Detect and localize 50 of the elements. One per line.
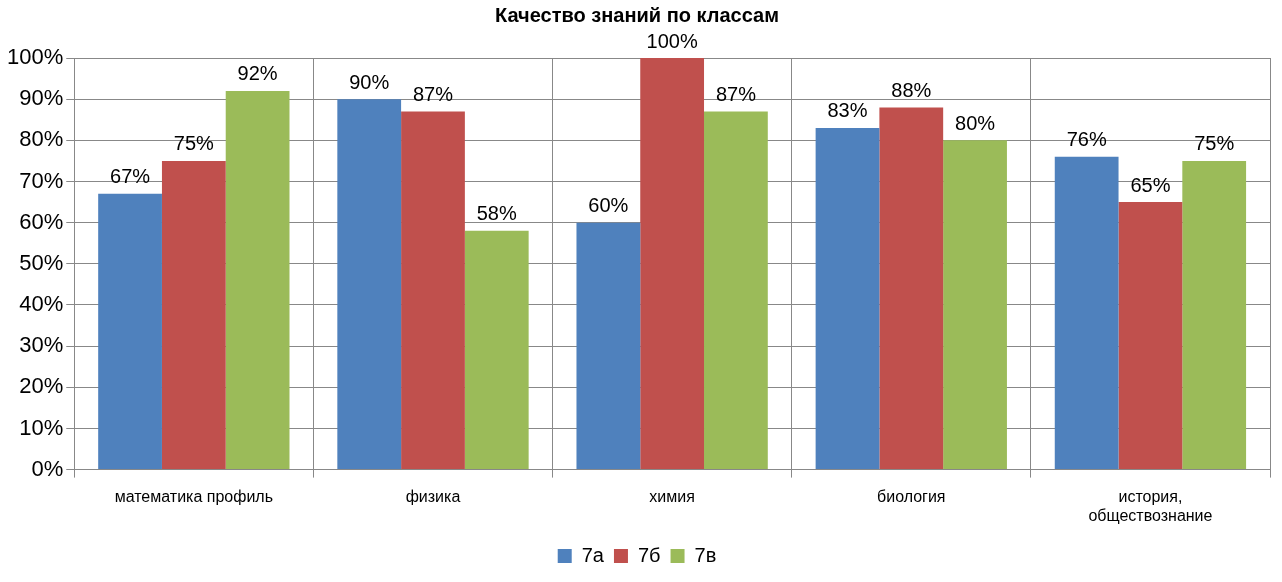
chart-title: Качество знаний по классам [495,3,779,26]
legend-label: 7в [694,543,717,566]
y-tick-label: 40% [19,291,64,317]
bar [1054,156,1119,470]
bar [1118,202,1183,470]
data-label: 67% [110,165,151,188]
bar [225,90,290,470]
data-label: 58% [476,202,517,225]
bar [815,127,880,470]
data-label: 88% [891,78,932,101]
y-tick-label: 20% [19,373,64,399]
x-tick-label: история, обществознание [1088,487,1213,524]
data-label: 92% [237,62,278,85]
y-tick-label: 30% [19,332,64,358]
data-label: 83% [827,99,868,122]
bar [161,160,226,470]
x-tick-label: математика профиль [114,487,274,505]
data-label: 87% [715,83,757,106]
y-tick-label: 60% [19,208,64,234]
bar [464,230,529,470]
data-label: 80% [955,111,996,134]
y-tick-label: 80% [19,126,64,152]
bar [879,107,944,470]
bar [576,222,641,470]
data-label: 75% [173,132,215,155]
data-label: 100% [646,29,698,52]
x-tick-label: физика [405,487,461,505]
y-tick-label: 50% [19,249,64,275]
data-label: 87% [412,83,454,106]
legend-label: 7б [637,543,661,566]
y-tick-label: 90% [19,85,64,111]
bar [401,111,465,470]
bar [704,111,768,470]
bar [1182,160,1247,470]
data-label: 90% [349,70,390,93]
data-label: 75% [1194,132,1235,155]
bar [98,193,162,470]
data-label: 65% [1130,173,1171,196]
x-tick-label: химия [649,487,695,505]
y-tick-label: 70% [19,167,64,193]
y-tick-label: 100% [6,44,64,70]
bar [640,58,705,470]
y-tick-label: 0% [31,455,64,481]
data-label: 60% [588,194,629,217]
data-label: 76% [1066,128,1107,151]
legend-label: 7а [581,543,605,566]
bar [943,140,1007,470]
x-tick-label: биология [877,487,946,505]
bar [337,99,402,470]
y-tick-label: 10% [19,414,64,440]
